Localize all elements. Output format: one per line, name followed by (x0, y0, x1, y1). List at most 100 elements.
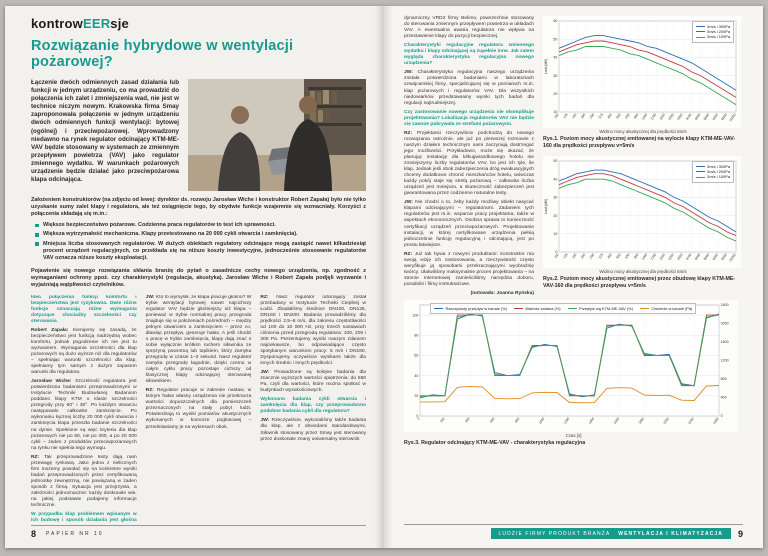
chart-rys3: 0 20 40 60 80 100 0 400 800 1200 1600 2000 2400 0 200 4… (404, 300, 738, 433)
svg-text:1600: 1600 (613, 417, 621, 425)
figure-rys1: 10 20 30 40 50 60 100 125 160 200 250 315 400 500 630 8… (543, 16, 743, 149)
svg-text:8000: 8000 (720, 253, 728, 261)
left-body-columns: Idea połączenia funkcji komfortu i bezpi… (31, 295, 366, 523)
body-paragraph: JW: Kto to wymyślił, że klapa pracuje gł… (145, 294, 252, 385)
body-paragraph: RZ: Tak przeprowadzone testy dają nam pr… (31, 454, 137, 509)
legend-item: 5m/s i 200Pa (695, 29, 730, 34)
svg-text:630: 630 (624, 113, 631, 120)
svg-text:800: 800 (721, 377, 727, 381)
intro-row: Łączenie dwóch odmiennych zasad działani… (31, 79, 366, 191)
lead-paragraph: Łączenie dwóch odmiennych zasad działani… (31, 79, 179, 184)
intro-closing: Pojawienie się nowego rozwiązania skłani… (31, 267, 366, 288)
chart-rys2-axis-title: Widmo mocy akustycznej dla prędkości 5m/… (599, 269, 687, 274)
svg-text:100: 100 (412, 313, 418, 317)
svg-text:125: 125 (562, 253, 569, 260)
svg-text:20: 20 (553, 92, 557, 96)
chart-rys3-axis-title: Czas [s] (565, 433, 582, 439)
body-paragraph: JW: Rzeczywiście, wykonaliśmy także bada… (260, 418, 366, 442)
page-left: kontrowEERsje Rozwiązanie hybrydowe w we… (5, 6, 384, 548)
svg-text:1000: 1000 (538, 417, 546, 425)
legend-item: 5m/s i 200Pa (695, 169, 730, 174)
svg-text:1000: 1000 (641, 113, 649, 121)
photo-person-right-head (299, 96, 317, 114)
chart-rys1-legend: 5m/s i 300Pa 5m/s i 200Pa 5m/s i 100Pa (691, 21, 734, 43)
svg-text:4000: 4000 (694, 253, 702, 261)
svg-text:6300: 6300 (712, 113, 720, 121)
magazine-logo: kontrowEERsje (31, 16, 366, 31)
svg-text:40: 40 (553, 177, 557, 181)
question-paragraph: Czy zastosowanie nowego urządzenia nie s… (404, 109, 534, 127)
body-paragraph: JW: Charakterystyka regulacyjna naszego … (404, 70, 534, 106)
svg-text:80: 80 (414, 333, 418, 337)
svg-text:2000: 2000 (721, 322, 729, 326)
legend-item: Przepływ wg KTM-ME-VAV (%) (567, 306, 633, 311)
svg-text:1200: 1200 (721, 359, 729, 363)
chart-rys3-legend: Rzeczywisty przepływ w kanale (%) Wartość… (430, 303, 697, 315)
footer-label-left: PAPIER NR 10 (46, 531, 104, 537)
svg-text:60: 60 (414, 354, 418, 358)
svg-text:2000: 2000 (667, 253, 675, 261)
question-paragraph: Charakterystyki regulacyjne regulatora z… (404, 43, 534, 67)
svg-text:1200: 1200 (563, 417, 571, 425)
svg-text:2000: 2000 (662, 417, 670, 425)
article-photo (188, 79, 366, 191)
question-paragraph: Idea połączenia funkcji komfortu i bezpi… (31, 294, 137, 324)
svg-text:1600: 1600 (659, 113, 667, 121)
photo-caption: Założeniem konstruktorów (na zdjęciu od … (31, 197, 366, 217)
svg-text:100: 100 (553, 113, 560, 120)
svg-text:5000: 5000 (703, 113, 711, 121)
byline-note: (notowała: Joanna Ryńska) (470, 290, 534, 296)
figures-column: 10 20 30 40 50 60 100 125 160 200 250 315 400 500 630 8… (543, 16, 743, 300)
svg-text:60: 60 (553, 19, 557, 23)
svg-text:800: 800 (514, 417, 521, 424)
body-paragraph: dynamiczny VRD2 firmy Belimo, powszechni… (404, 16, 534, 40)
svg-text:800: 800 (633, 113, 640, 120)
svg-text:2400: 2400 (712, 417, 720, 425)
body-paragraph: RZ: Regulator pracuje w zakresie nastaw,… (145, 388, 252, 430)
svg-text:50: 50 (553, 37, 557, 41)
body-paragraph: JW: Nie chodzi o to, żeby każdy możliwy … (404, 200, 534, 248)
body-paragraph: RZ: Projektanci rzeczywiście podchodzą d… (404, 130, 534, 197)
benefit-item: Większa wytrzymałość mechaniczna. Klapy … (35, 231, 366, 238)
svg-text:2400: 2400 (721, 303, 729, 307)
svg-text:40: 40 (414, 374, 418, 378)
chart-rys2: 0 10 20 30 40 50 100 125 160 200 250 315 400 500 630 80… (543, 156, 741, 268)
svg-text:160: 160 (571, 113, 578, 120)
svg-text:400: 400 (606, 113, 613, 120)
svg-text:50: 50 (553, 159, 557, 163)
svg-text:40: 40 (553, 56, 557, 60)
logo-part-pre: kontrow (31, 16, 83, 31)
svg-text:0: 0 (721, 414, 723, 418)
footer-category-bar: LUDZIE FIRMY PRODUKT BRANŻA WENTYLACJA I… (490, 528, 731, 539)
svg-text:1600: 1600 (659, 253, 667, 261)
footer-left: 8 PAPIER NR 10 (31, 525, 366, 539)
body-paragraph: RZ: Nasz regulator odcinający został prz… (260, 294, 366, 367)
svg-text:3150: 3150 (685, 113, 693, 121)
svg-text:200: 200 (439, 417, 446, 424)
svg-text:2500: 2500 (676, 113, 684, 121)
svg-text:0: 0 (555, 250, 557, 254)
svg-text:630: 630 (624, 253, 631, 260)
body-paragraph: JW: Prowadzone są kolejne badania dla zn… (260, 370, 366, 394)
magazine-spread: kontrowEERsje Rozwiązanie hybrydowe w we… (5, 6, 763, 548)
photo-person-left-head (231, 106, 249, 124)
svg-text:125: 125 (562, 113, 569, 120)
legend-item: Rzeczywisty przepływ w kanale (%) (434, 306, 507, 311)
svg-text:10: 10 (553, 232, 557, 236)
svg-text:600: 600 (489, 417, 496, 424)
legend-item: 5m/s i 300Pa (695, 164, 730, 169)
svg-text:250: 250 (589, 253, 596, 260)
svg-text:500: 500 (615, 253, 622, 260)
body-paragraph: Jarosław Wiche: Szczelność regulatora je… (31, 379, 137, 451)
left-column-2: JW: Kto to wymyślił, że klapa pracuje gł… (146, 295, 252, 523)
svg-text:1600: 1600 (721, 340, 729, 344)
page-number-left: 8 (31, 529, 37, 539)
photo-person-right (284, 119, 332, 191)
svg-text:0: 0 (416, 417, 420, 421)
svg-text:1250: 1250 (650, 113, 658, 121)
svg-text:1800: 1800 (638, 417, 646, 425)
svg-text:160: 160 (571, 253, 578, 260)
svg-text:5000: 5000 (703, 253, 711, 261)
svg-text:400: 400 (721, 396, 727, 400)
